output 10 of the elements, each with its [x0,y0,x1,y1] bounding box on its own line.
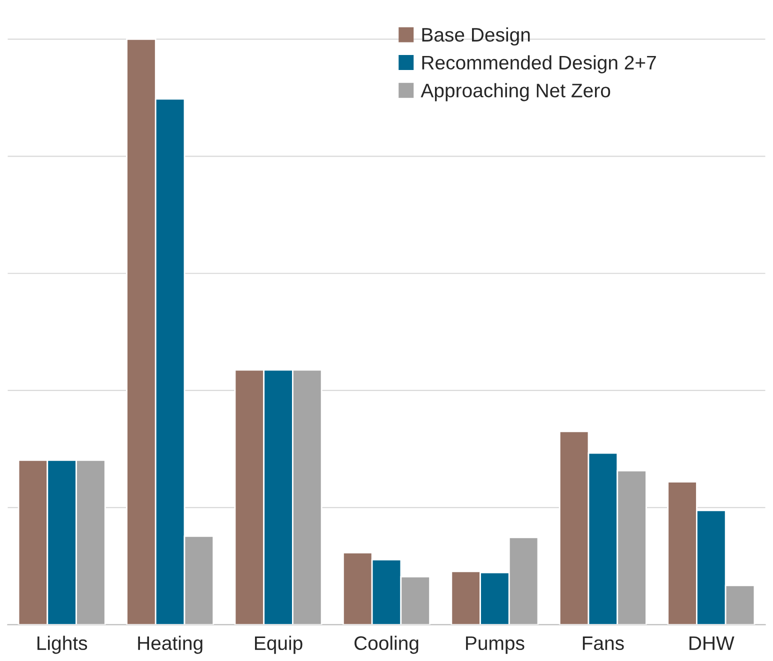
x-tick-label: Equip [255,636,302,654]
x-tick-label: Cooling [354,636,418,654]
x-tick-label: Heating [138,636,202,654]
x-tick-label: Fans [582,636,624,650]
x-tick-label: Pumps [466,636,524,654]
legend-label: Approaching Net Zero [420,83,610,102]
legend-label: Recommended Design 2+7 [422,55,656,74]
x-tick-label: Lights [37,636,88,654]
x-tick-label: DHW [690,636,734,650]
legend-label: Base Design [422,27,530,46]
